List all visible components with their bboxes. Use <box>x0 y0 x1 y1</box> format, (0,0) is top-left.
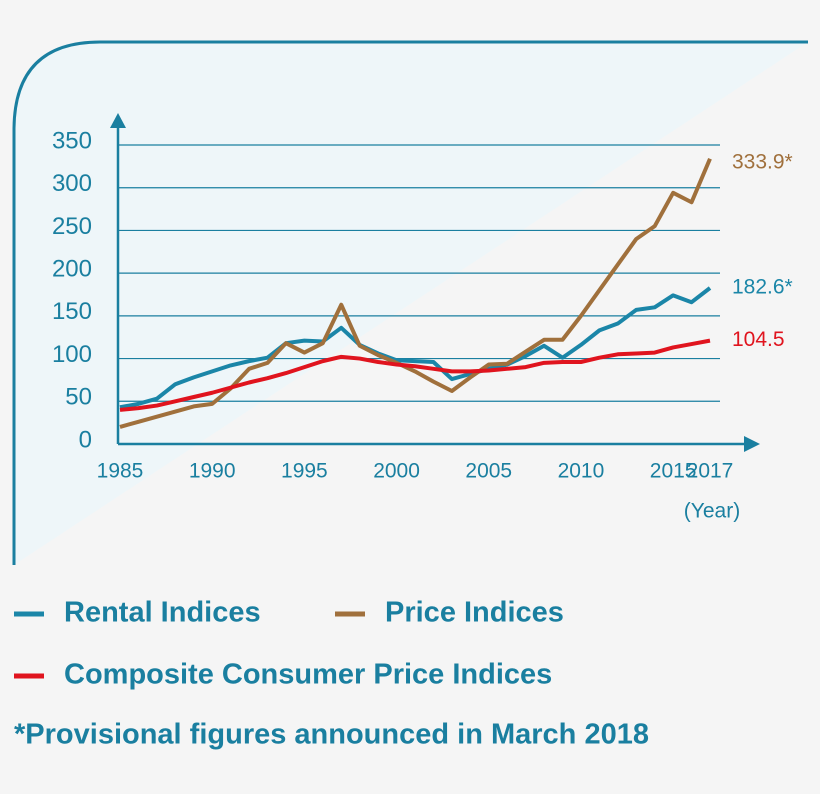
series-line <box>119 338 711 412</box>
end-label: 182.6* <box>732 276 793 299</box>
footnote: *Provisional figures announced in March … <box>14 719 649 751</box>
x-tick-label: 2000 <box>373 460 420 483</box>
x-axis-arrow <box>744 436 760 452</box>
x-tick-label: 1990 <box>189 460 236 483</box>
y-tick-label: 300 <box>52 170 92 197</box>
x-tick-label: 2010 <box>558 460 605 483</box>
x-tick-label: 2017 <box>687 460 734 483</box>
series-line <box>119 157 712 429</box>
series-line <box>119 286 712 410</box>
legend-label: Composite Consumer Price Indices <box>64 659 552 691</box>
y-tick-label: 350 <box>52 127 92 154</box>
panel <box>12 40 808 565</box>
y-axis-arrow <box>110 113 126 128</box>
y-tick-label: 50 <box>65 384 92 411</box>
x-tick-label: 1995 <box>281 460 328 483</box>
y-tick-label: 150 <box>52 298 92 325</box>
y-tick-label: 250 <box>52 213 92 240</box>
x-tick-label: 2015 <box>650 460 697 483</box>
end-label: 104.5 <box>732 328 785 351</box>
x-tick-label: 1985 <box>97 460 144 483</box>
x-tick-label: 2005 <box>465 460 512 483</box>
x-axis-label: (Year) <box>684 500 740 523</box>
y-tick-label: 0 <box>79 426 92 453</box>
y-tick-label: 100 <box>52 341 92 368</box>
y-tick-label: 200 <box>52 255 92 282</box>
legend-label: Rental Indices <box>64 597 261 629</box>
legend-label: Price Indices <box>385 597 564 629</box>
end-label: 333.9* <box>732 150 793 173</box>
